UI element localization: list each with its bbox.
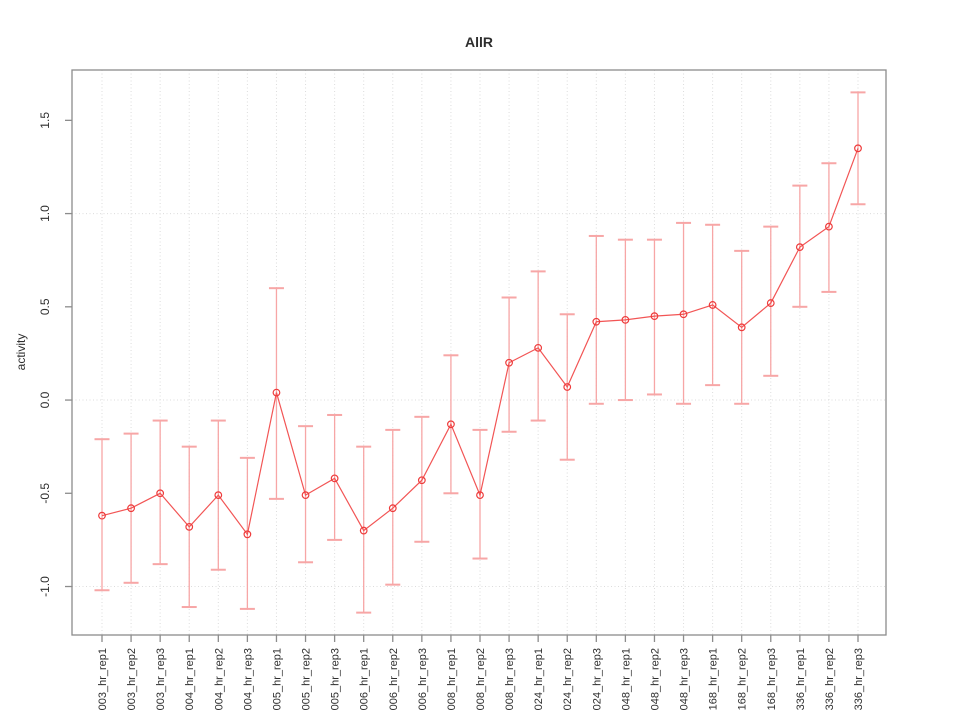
data-point: [127, 504, 135, 513]
y-tick-label: 0.5: [38, 298, 52, 315]
x-tick-label: 004_hr_rep1: [184, 648, 196, 710]
x-tick-label: 024_hr_rep1: [533, 648, 545, 710]
data-point: [185, 522, 194, 531]
data-point: [417, 476, 426, 485]
data-point: [679, 310, 688, 319]
data-point: [563, 383, 572, 391]
x-tick-label: 024_hr_rep2: [562, 648, 574, 710]
x-tick-label: 005_hr_rep1: [271, 648, 283, 710]
plot-border: [71, 69, 887, 636]
y-tick-label: 0.0: [38, 391, 52, 408]
grid-layer: [72, 70, 886, 635]
x-tick-label: 008_hr_rep2: [475, 648, 487, 710]
data-point: [737, 323, 746, 332]
x-tick-label: 048_hr_rep2: [649, 648, 661, 710]
data-point: [766, 299, 775, 307]
x-tick-label: 006_hr_rep3: [417, 648, 429, 710]
y-tick-label: 1.0: [38, 205, 52, 222]
data-point: [359, 526, 368, 535]
x-tick-label: 005_hr_rep3: [330, 648, 342, 710]
axes-layer: -1.0 -0.5 0.0 0.5 1.0 1.5 003_hr_rep1 003_hr_re…: [38, 69, 887, 710]
series-line: [101, 148, 859, 536]
data-point: [214, 491, 223, 500]
x-tick-label: 006_hr_rep2: [388, 648, 400, 710]
data-point: [534, 343, 543, 352]
data-point: [301, 491, 310, 500]
x-tick-label: 048_hr_rep1: [620, 648, 632, 710]
x-tick-label: 003_hr_rep1: [97, 648, 109, 710]
data-point: [272, 388, 281, 397]
x-tick-label: 004_hr_rep2: [213, 648, 225, 710]
data-point: [592, 317, 601, 326]
data-point: [98, 511, 106, 520]
x-tick-label: 336_hr_rep3: [853, 648, 865, 710]
data-point: [505, 358, 513, 367]
data-point: [650, 312, 659, 321]
data-point: [243, 530, 252, 539]
data-point: [825, 222, 833, 231]
x-tick-label: 008_hr_rep3: [504, 648, 516, 710]
x-tick-label: 004_hr_rep3: [242, 648, 254, 710]
x-tick-label: 003_hr_rep3: [155, 648, 167, 710]
series-layer: [94, 91, 866, 614]
data-point: [854, 144, 862, 153]
data-point: [156, 489, 165, 498]
y-tick-label: -0.5: [38, 483, 52, 504]
x-tick-label: 003_hr_rep2: [126, 648, 138, 710]
x-tick-label: 006_hr_rep1: [359, 648, 371, 710]
data-point: [476, 491, 484, 500]
x-tick-label: 168_hr_rep3: [766, 648, 778, 710]
x-tick-label: 168_hr_rep2: [737, 648, 749, 710]
x-tick-label: 005_hr_rep2: [301, 648, 313, 710]
data-point: [388, 504, 397, 513]
chart-title: AllR: [465, 34, 493, 50]
data-point: [447, 420, 455, 429]
data-point: [330, 474, 339, 483]
y-axis-label: activity: [14, 334, 28, 371]
x-tick-label: 008_hr_rep1: [446, 648, 458, 710]
x-tick-label: 048_hr_rep3: [679, 648, 691, 710]
x-tick-label: 336_hr_rep1: [795, 648, 807, 710]
x-tick-label: 336_hr_rep2: [824, 648, 836, 710]
y-tick-label: -1.0: [38, 576, 52, 597]
y-tick-label: 1.5: [38, 112, 52, 129]
data-point: [795, 243, 804, 252]
x-tick-label: 168_hr_rep1: [708, 648, 720, 710]
data-point: [708, 301, 717, 309]
x-tick-label: 024_hr_rep3: [591, 648, 603, 710]
data-point: [621, 315, 630, 324]
